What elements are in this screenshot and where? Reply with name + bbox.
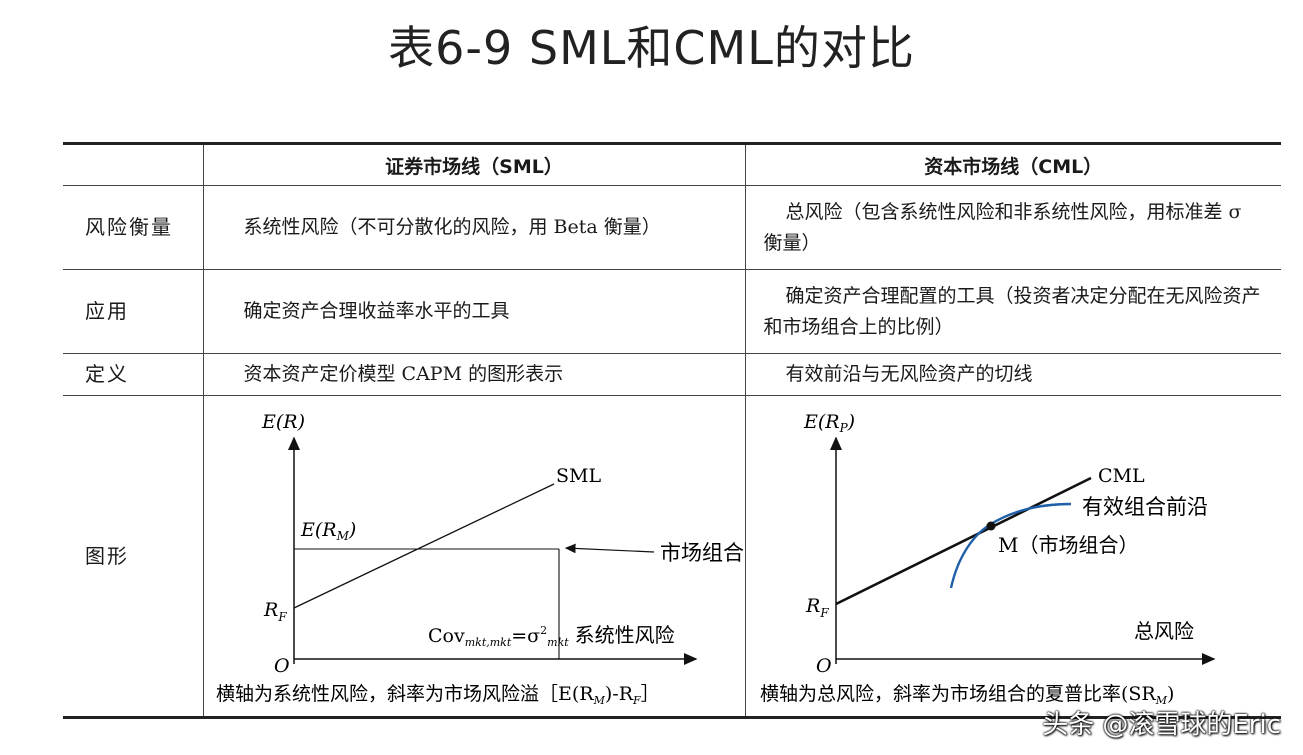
table-row: 风险衡量 系统性风险（不可分散化的风险，用 Beta 衡量） 总风险（包含系统性… [63, 185, 1281, 270]
cml-figure-cell: E(RP) CML 有效组合前沿 M（市场组合） RF O 总风险 横轴为总风险… [744, 395, 1281, 718]
header-sml: 证券市场线（SML） [202, 143, 745, 186]
cml-definition-cell: 有效前沿与无风险资产的切线 [744, 353, 1281, 396]
sml-market-label: 市场组合 [660, 541, 744, 565]
sml-definition-text: 资本资产定价模型 CAPM 的图形表示 [243, 363, 564, 385]
cml-caption: 横轴为总风险，斜率为市场组合的夏普比率(SRM) [760, 683, 1174, 707]
sml-definition-cell: 资本资产定价模型 CAPM 的图形表示 [202, 353, 745, 396]
sml-y-axis-label: E(R) [261, 411, 305, 433]
row-label-application: 应用 [85, 299, 129, 323]
cml-y-axis-label: E(RP) [803, 411, 855, 435]
header-cml: 资本市场线（CML） [744, 143, 1281, 186]
cml-definition-text: 有效前沿与无风险资产的切线 [785, 363, 1033, 385]
watermark: 头条 @滚雪球的Eric [1042, 710, 1281, 740]
cml-rf-label: RF [805, 595, 829, 620]
sml-figure-cell: E(R) SML E(RM) RF O 市场组合 Covmkt,mkt=σ2mk… [202, 395, 745, 718]
row-label-risk: 风险衡量 [85, 215, 173, 239]
cml-market-point-label: M（市场组合） [998, 533, 1138, 557]
market-portfolio-point [986, 521, 995, 531]
row-label-definition: 定义 [85, 362, 129, 386]
page-title: 表6-9 SML和CML的对比 [388, 21, 915, 75]
sml-market-arrow [564, 543, 654, 554]
cml-diagram: E(RP) CML 有效组合前沿 M（市场组合） RF O 总风险 横轴为总风险… [760, 411, 1215, 707]
sml-line [293, 483, 554, 609]
table-row: 定义 资本资产定价模型 CAPM 的图形表示 有效前沿与无风险资产的切线 [63, 353, 1281, 396]
sml-application-text: 确定资产合理收益率水平的工具 [243, 300, 510, 322]
sml-diagram: E(R) SML E(RM) RF O 市场组合 Covmkt,mkt=σ2mk… [216, 411, 744, 707]
cml-line [834, 476, 1092, 606]
cml-application-text: 确定资产合理配置的工具（投资者决定分配在无风险资产和市场组合上的比例） [763, 284, 1261, 338]
table-header-row: 证券市场线（SML） 资本市场线（CML） [63, 143, 1281, 186]
cml-frontier-label: 有效组合前沿 [1082, 495, 1208, 519]
comparison-table: 证券市场线（SML） 资本市场线（CML） 风险衡量 系统性风险（不可分散化的风… [63, 142, 1281, 719]
cml-application-cell: 确定资产合理配置的工具（投资者决定分配在无风险资产和市场组合上的比例） [744, 269, 1281, 354]
cml-origin-label: O [816, 655, 832, 677]
sml-line-label: SML [556, 465, 601, 487]
cml-x-label: 总风险 [1134, 619, 1194, 643]
sml-risk-cell: 系统性风险（不可分散化的风险，用 Beta 衡量） [202, 185, 745, 270]
sml-rf-label: RF [263, 599, 287, 624]
cml-line-label: CML [1098, 465, 1145, 487]
sml-caption: 横轴为系统性风险，斜率为市场风险溢［E(RM)-RF］ [216, 683, 660, 707]
sml-origin-label: O [274, 655, 290, 677]
table-row: 应用 确定资产合理收益率水平的工具 确定资产合理配置的工具（投资者决定分配在无风… [63, 269, 1281, 354]
sml-erm-label: E(RM) [300, 519, 356, 543]
sml-application-cell: 确定资产合理收益率水平的工具 [202, 269, 745, 354]
cml-risk-text: 总风险（包含系统性风险和非系统性风险，用标准差 σ 衡量） [763, 200, 1242, 254]
table-row: 图形 [63, 395, 1281, 718]
sml-risk-text: 系统性风险（不可分散化的风险，用 Beta 衡量） [243, 216, 661, 238]
row-label-figure: 图形 [85, 543, 129, 568]
sml-cov-label: Covmkt,mkt=σ2mkt 系统性风险 [428, 623, 675, 649]
header-empty [63, 144, 203, 186]
cml-risk-cell: 总风险（包含系统性风险和非系统性风险，用标准差 σ 衡量） [744, 185, 1281, 270]
